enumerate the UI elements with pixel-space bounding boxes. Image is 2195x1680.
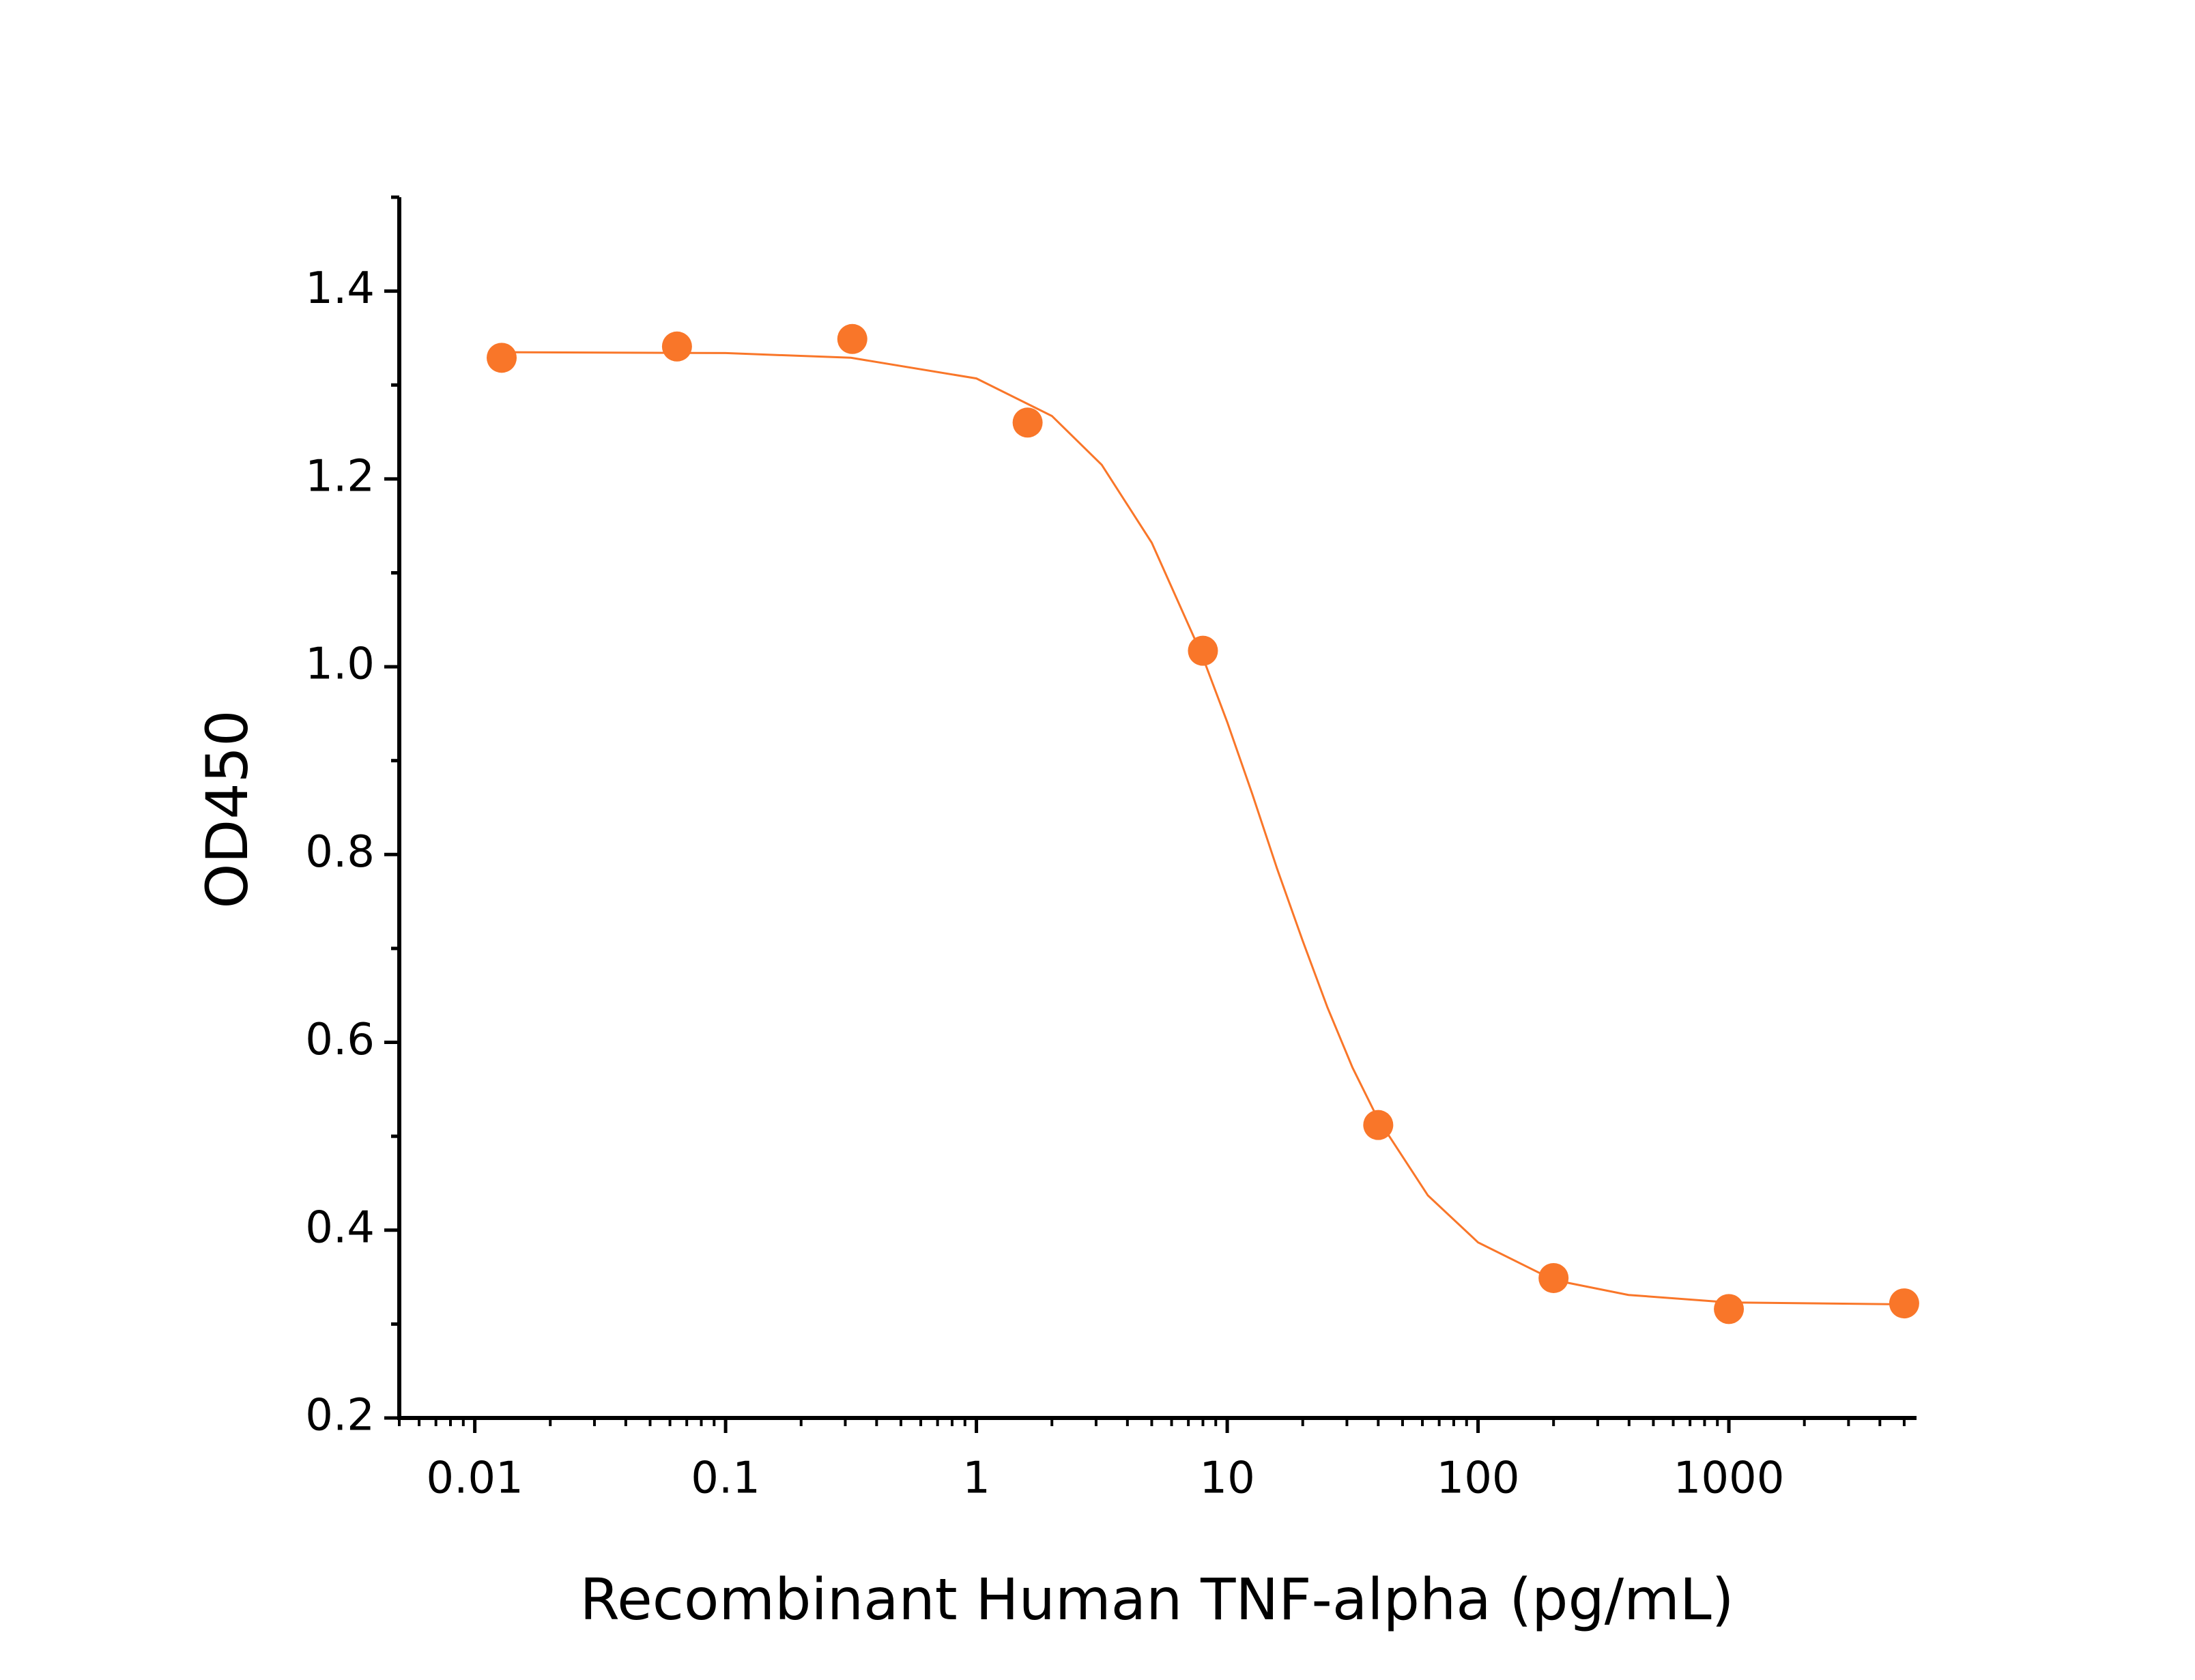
y-tick-label: 0.2 (305, 1391, 375, 1441)
x-tick-label: 1 (962, 1453, 990, 1504)
x-tick-label: 0.01 (426, 1453, 523, 1504)
y-tick-label: 0.6 (305, 1015, 375, 1065)
data-point (1714, 1294, 1745, 1324)
x-tick-label: 10 (1199, 1453, 1254, 1504)
fit-curve (501, 351, 1904, 1305)
y-tick-label: 0.4 (305, 1202, 375, 1253)
y-tick-label: 1.0 (305, 639, 375, 690)
data-point (1363, 1110, 1394, 1140)
data-point (1889, 1288, 1919, 1319)
x-tick-label: 0.1 (691, 1453, 760, 1504)
y-tick-label: 0.8 (305, 827, 375, 878)
data-point (661, 331, 692, 362)
y-tick-label: 1.4 (305, 263, 375, 314)
data-point (1012, 407, 1043, 438)
data-point (487, 343, 517, 373)
x-tick-label: 100 (1436, 1453, 1519, 1504)
x-axis-title: Recombinant Human TNF-alpha (pg/mL) (580, 1566, 1734, 1633)
x-tick-label: 1000 (1674, 1453, 1785, 1504)
y-tick-label: 1.2 (305, 451, 375, 502)
y-axis-title: OD450 (194, 710, 261, 908)
data-point (1538, 1262, 1569, 1293)
data-point (837, 323, 867, 354)
data-point (1188, 635, 1218, 666)
